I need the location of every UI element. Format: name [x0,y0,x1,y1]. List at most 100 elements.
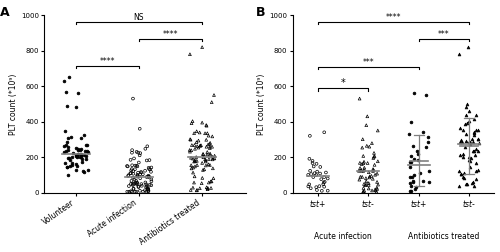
Point [198,181,205,185]
Point [468,137,476,141]
Point [355,169,363,173]
Point [64,173,72,177]
Point [305,182,313,186]
Point [202,160,209,164]
Point [460,155,468,159]
Point [306,186,314,190]
Point [360,166,368,170]
Point [68,161,76,165]
Point [131,190,139,194]
Point [408,180,416,184]
Point [467,155,475,160]
Point [139,172,147,176]
Point [362,179,370,183]
Point [127,168,135,172]
Point [422,93,430,97]
Point [192,188,200,192]
Point [206,145,214,149]
Point [208,145,216,149]
Point [136,172,144,176]
Text: ****: **** [162,30,178,39]
Point [464,158,472,162]
Point [128,167,136,171]
Point [308,161,316,165]
Point [360,189,368,193]
Point [196,186,204,190]
Point [202,123,210,127]
Text: A: A [0,6,10,19]
Point [76,153,84,157]
Point [371,187,379,192]
Point [62,89,70,93]
Point [134,184,142,188]
Point [78,155,86,159]
Point [465,155,473,159]
Point [407,160,415,164]
Point [414,152,422,156]
Point [204,142,212,146]
Point [198,45,206,49]
Point [407,183,415,187]
Point [144,189,152,193]
Point [82,149,90,153]
Point [200,152,207,156]
Point [127,189,135,193]
Point [310,175,318,179]
Point [456,153,464,157]
Point [192,155,200,159]
Point [206,142,214,146]
Point [457,138,465,142]
Point [362,182,370,186]
Point [147,170,155,174]
Point [369,167,377,171]
Point [320,175,328,179]
Point [134,173,141,177]
Point [358,137,366,141]
Point [125,184,133,188]
Point [186,148,194,152]
Point [130,187,138,191]
Point [72,153,80,157]
Point [186,150,194,154]
Point [142,159,150,163]
Point [206,153,214,157]
Point [374,159,382,163]
Point [133,175,141,179]
Point [210,93,218,97]
Point [80,153,88,157]
Point [72,162,80,166]
Point [74,152,82,156]
Point [197,143,205,147]
Point [357,168,365,172]
Point [206,141,214,145]
Point [188,121,196,125]
Point [62,143,70,147]
Point [129,176,137,180]
Text: B: B [256,6,266,19]
Point [76,155,84,159]
Point [72,168,80,172]
Point [144,187,152,191]
Point [74,148,82,152]
Point [186,52,194,56]
Point [324,189,332,193]
Point [320,180,328,184]
Point [312,185,320,189]
Point [134,185,142,189]
Point [456,125,464,130]
Point [187,163,195,167]
Point [124,174,132,178]
Point [80,170,88,174]
Point [134,181,141,185]
Point [365,170,373,174]
Point [190,180,198,184]
Point [136,127,143,131]
Point [187,156,195,160]
Point [144,166,152,170]
Point [145,167,153,171]
Point [148,179,156,183]
Point [373,187,381,191]
Y-axis label: PLT count (*10⁹): PLT count (*10⁹) [9,73,18,135]
Point [144,187,152,191]
Point [464,140,472,144]
